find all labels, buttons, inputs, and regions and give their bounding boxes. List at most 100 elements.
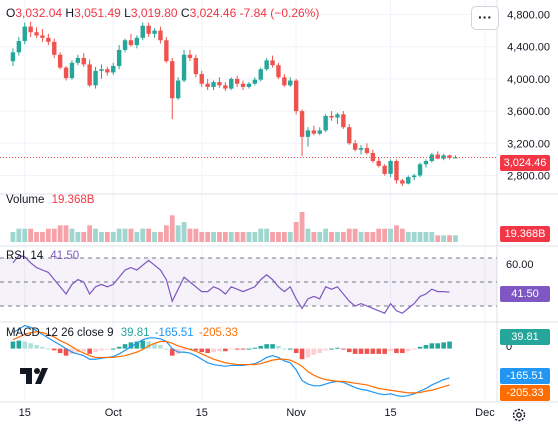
volume-bar [99, 232, 104, 242]
volume-bar [51, 228, 57, 242]
volume-bar [299, 212, 305, 242]
volume-bar [346, 228, 352, 242]
candle-body [388, 161, 393, 174]
price-tick-label: 4,000.00 [507, 74, 550, 86]
macd-histogram-bar [276, 345, 281, 349]
volume-bar [311, 232, 317, 242]
macd-params: 12 26 close 9 [45, 327, 114, 339]
candle-body [229, 78, 234, 89]
macd-histogram-bar [28, 343, 33, 349]
candle-body [158, 30, 163, 41]
macd-histogram-bar [423, 345, 429, 349]
candle-body [152, 30, 157, 34]
rsi-legend[interactable]: RSI 14 41.50 [6, 250, 79, 262]
candle-body [352, 143, 358, 150]
volume-bar [34, 232, 39, 242]
candle-body [264, 60, 269, 70]
volume-bar [228, 232, 234, 242]
volume-bar [270, 232, 275, 242]
volume-bar [193, 228, 199, 242]
candle-body [240, 83, 246, 87]
volume-legend[interactable]: Volume 19.368B [6, 194, 94, 206]
volume-bar [447, 235, 452, 242]
volume-bar [370, 232, 376, 242]
candle-body [193, 57, 199, 75]
candle-body [205, 83, 210, 87]
volume-bar [217, 232, 222, 242]
macd-histogram-bar [134, 341, 140, 349]
macd-histogram-bar [63, 348, 69, 356]
candle-body [46, 37, 51, 42]
macd-histogram-bar [270, 344, 275, 349]
candle-body [69, 62, 75, 79]
macd-histogram-bar [223, 348, 228, 352]
candle-body [28, 26, 33, 33]
volume-bar [234, 232, 240, 242]
macd-histogram-bar [164, 348, 169, 350]
candle-body [435, 154, 440, 159]
candle-body [234, 78, 240, 84]
macd-histogram-bar [158, 345, 163, 349]
volume-bar [16, 228, 22, 242]
candle-body [93, 70, 98, 86]
macd-line [12, 324, 450, 398]
candle-body [341, 114, 346, 128]
volume-bar [205, 232, 211, 242]
macd-histogram-bar [282, 348, 287, 350]
volume-bar [63, 225, 69, 242]
x-tick-label: 15 [19, 407, 31, 419]
macd-histogram-bar [287, 348, 293, 350]
x-tick-label: Nov [286, 407, 306, 419]
volume-bar [276, 232, 281, 242]
macd-axis-label: 0 [506, 341, 513, 353]
candle-body [246, 83, 252, 87]
macd-histogram-bar [228, 348, 234, 350]
macd-hist-badge: 39.81 [500, 329, 550, 345]
macd-histogram-bar [335, 347, 340, 349]
volume-value: 19.368B [51, 194, 95, 206]
candle-body [453, 157, 458, 159]
high-value: 3,051.49 [74, 6, 121, 20]
candle-body [181, 54, 187, 81]
tradingview-logo-icon[interactable] [18, 364, 50, 388]
macd-histogram-bar [311, 348, 317, 355]
macd-histogram-bar [352, 348, 358, 354]
macd-legend[interactable]: MACD 12 26 close 9 39.81 -165.51 -205.33 [6, 327, 238, 339]
volume-bar [305, 228, 311, 242]
more-options-button[interactable]: ··· [471, 6, 499, 30]
candle-body [323, 115, 328, 131]
volume-bar [329, 232, 334, 242]
candle-body [429, 154, 435, 162]
candle-body [252, 79, 258, 84]
candle-body [211, 82, 216, 87]
volume-bar [45, 228, 51, 242]
volume-bar [40, 232, 45, 242]
macd-histogram-bar [240, 348, 246, 350]
volume-bar [323, 228, 329, 242]
low-value: 3,019.80 [130, 6, 178, 20]
candle-body [63, 67, 69, 79]
candle-body [400, 180, 405, 184]
candle-body [447, 155, 452, 158]
candle-body [81, 57, 86, 65]
volume-bar [28, 228, 34, 242]
volume-bar [75, 232, 81, 242]
macd-histogram-bar [69, 348, 75, 354]
macd-histogram-bar [116, 346, 122, 349]
volume-bar [187, 228, 193, 242]
macd-line-value: -165.51 [154, 327, 194, 339]
volume-bar [293, 222, 299, 242]
volume-bar [104, 232, 110, 242]
macd-hist-value: 39.81 [120, 327, 150, 339]
candle-body [175, 80, 181, 99]
price-tick-label: 3,200.00 [507, 138, 550, 150]
candle-body [170, 61, 175, 99]
price-tick-label: 4,800.00 [507, 9, 550, 21]
gear-icon[interactable] [511, 407, 527, 423]
candle-body [187, 54, 193, 58]
macd-title: MACD [6, 327, 40, 339]
macd-histogram-bar [317, 348, 323, 354]
macd-histogram-bar [358, 348, 364, 354]
last-price-badge: 3,024.46 [500, 155, 550, 171]
